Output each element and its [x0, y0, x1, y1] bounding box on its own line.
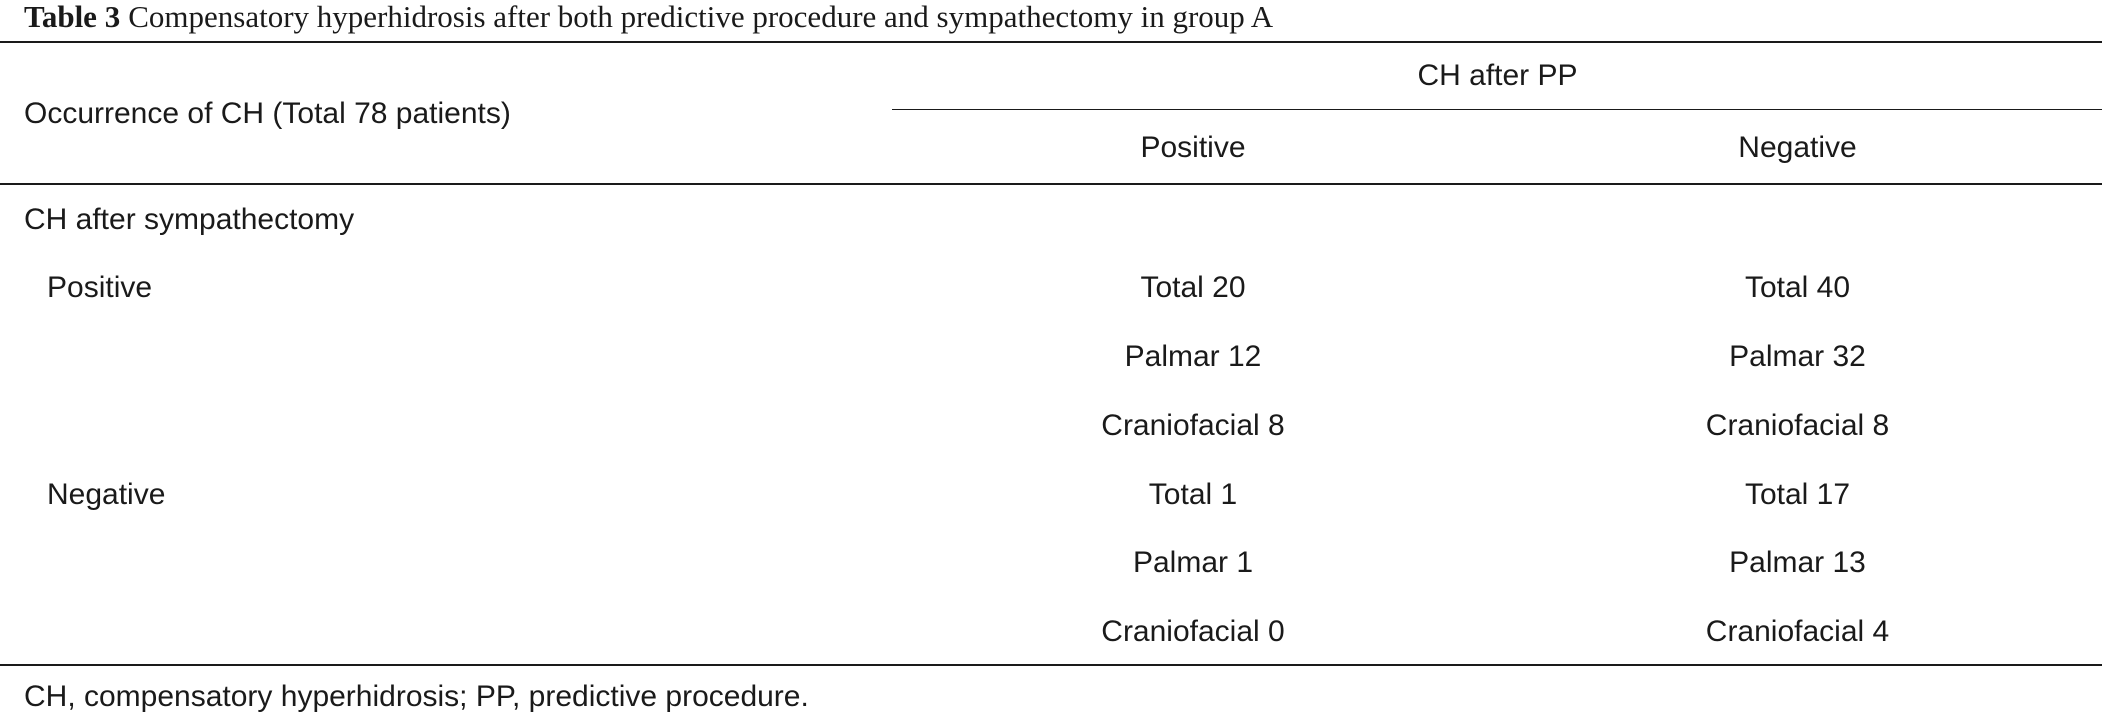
table-caption-text: Compensatory hyperhidrosis after both pr…	[128, 0, 1274, 34]
row-cell-positive: Palmar 12	[1124, 340, 1262, 373]
row-cell-negative: Palmar 32	[1729, 340, 1866, 373]
row-cell-negative: Total 40	[1744, 271, 1851, 304]
spanning-header-rule	[892, 109, 2102, 110]
table-bottom-rule	[0, 664, 2102, 666]
column-header-negative: Negative	[1738, 131, 1857, 164]
table-header-rule	[0, 183, 2102, 185]
table-caption-label: Table 3	[24, 0, 121, 34]
row-cell-positive: Total 20	[1140, 271, 1246, 304]
row-label: Negative	[47, 478, 166, 511]
row-label: Positive	[47, 271, 153, 304]
row-cell-negative: Palmar 13	[1729, 546, 1866, 579]
row-cell-positive: Palmar 1	[1132, 546, 1254, 579]
row-cell-negative: Craniofacial 8	[1705, 409, 1890, 442]
table-footnote: CH, compensatory hyperhidrosis; PP, pred…	[24, 680, 809, 713]
row-cell-negative: Total 17	[1744, 478, 1851, 511]
row-cell-positive: Craniofacial 8	[1101, 409, 1285, 442]
row-cell-positive: Total 1	[1148, 478, 1238, 511]
table-top-rule	[0, 41, 2102, 43]
row-cell-negative: Craniofacial 4	[1705, 615, 1890, 648]
stub-header: Occurrence of CH (Total 78 patients)	[24, 97, 511, 130]
section-title: CH after sympathectomy	[24, 203, 355, 236]
column-header-positive: Positive	[1140, 131, 1246, 164]
row-cell-positive: Craniofacial 0	[1101, 615, 1285, 648]
spanning-header: CH after PP	[1417, 59, 1578, 92]
table-caption: Table 3 Compensatory hyperhidrosis after …	[24, 0, 1273, 40]
